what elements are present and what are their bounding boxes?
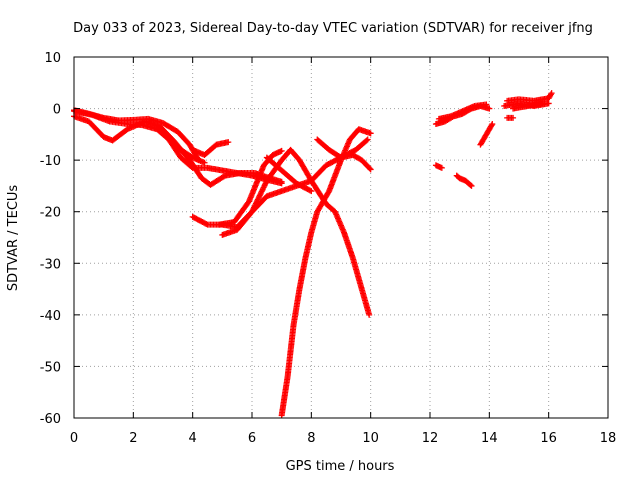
x-tick-label: 4 [189,431,197,446]
data-point [201,159,208,166]
data-point [548,90,555,97]
y-tick-label: -50 [40,360,61,375]
grid-lines [74,57,608,418]
y-tick-label: 10 [44,51,61,66]
data-point [364,136,371,143]
x-tick-label: 8 [307,431,315,446]
data-series [510,100,546,112]
x-tick-label: 18 [600,431,617,446]
x-tick-label: 16 [540,431,557,446]
y-tick-label: -10 [40,154,61,169]
x-tick-label: 12 [422,431,439,446]
data-series [263,154,315,195]
data-point [488,122,495,129]
x-tick-label: 14 [481,431,498,446]
x-tick-label: 10 [362,431,379,446]
data-point [367,130,374,137]
data-series [477,121,496,148]
x-tick-label: 0 [70,431,78,446]
data-point [366,311,373,318]
data-series [504,90,555,104]
data-point [438,164,445,171]
data-point [278,147,285,154]
chart-title: Day 033 of 2023, Sidereal Day-to-day VTE… [73,21,593,36]
data-point [278,180,285,187]
data-series [189,139,232,158]
axis-ticks: 0 2 4 6 8 10 12 14 16 18 -60 -50 -40 -30 -20 -10 0 10 [40,51,617,446]
data-series [278,126,374,419]
data-point [545,100,552,107]
y-tick-label: -40 [40,309,61,324]
data-point [308,188,315,195]
data-point [366,165,373,172]
data-point [467,182,474,189]
data-series [216,147,285,228]
data-point [367,166,374,173]
data-point [468,182,475,189]
plot-frame [73,56,609,419]
data-point [363,137,370,144]
data-point [510,114,517,121]
data-point [225,139,232,146]
x-axis-label: GPS time / hours [286,459,395,474]
data-series [314,136,374,173]
data-series [504,114,517,121]
y-tick-label: -20 [40,206,61,221]
data-series [435,101,490,122]
data-point [483,101,490,108]
data-points [71,90,555,419]
data-point [486,105,493,112]
data-point [547,91,554,98]
y-tick-label: -60 [40,412,61,427]
x-tick-label: 6 [248,431,256,446]
data-point [489,121,496,128]
data-series [432,162,445,171]
x-tick-label: 2 [129,431,137,446]
y-tick-label: -30 [40,257,61,272]
y-tick-label: 0 [53,103,61,118]
data-point [539,100,546,107]
y-axis-label: SDTVAR / TECUs [6,185,21,292]
data-series [453,172,475,189]
